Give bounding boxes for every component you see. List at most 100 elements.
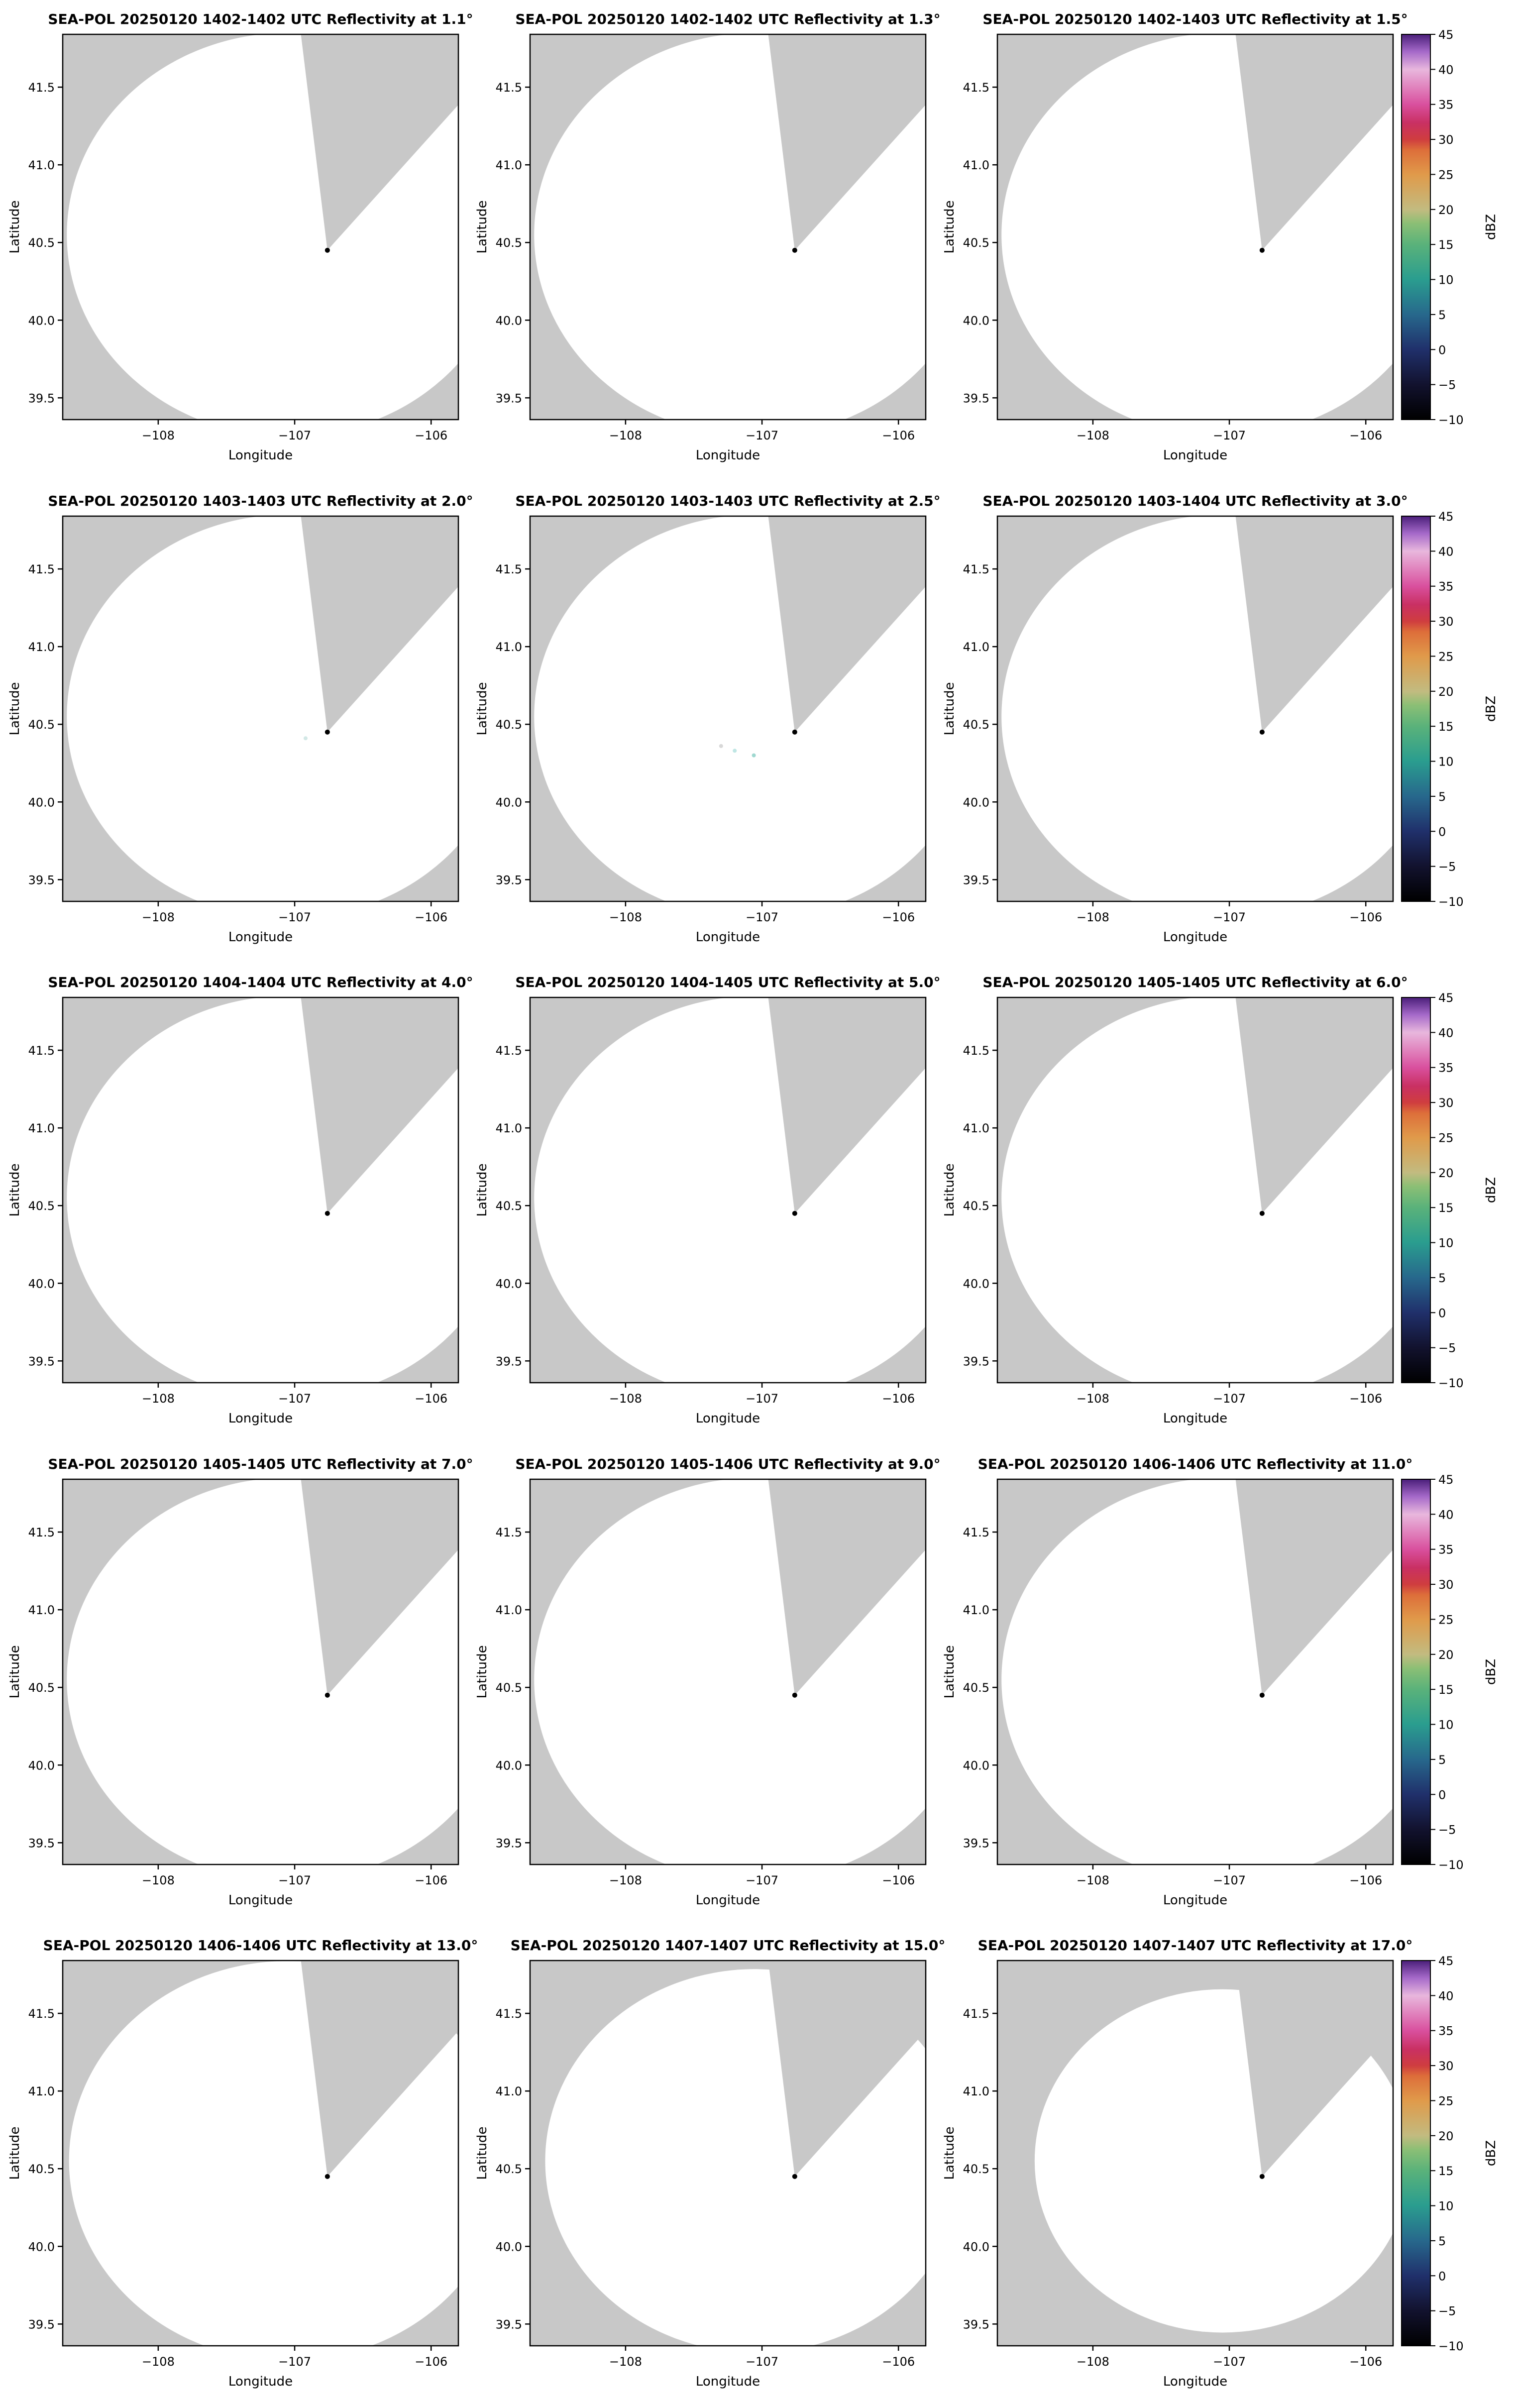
- radar-site-dot: [1259, 1692, 1265, 1698]
- x-tick-label: −106: [415, 2355, 447, 2369]
- plot-frame: [62, 996, 459, 1384]
- x-axis-label: Longitude: [228, 1411, 293, 1426]
- echo-speck: [733, 749, 737, 753]
- colorbar-tick-label: 45: [1438, 1473, 1454, 1487]
- colorbar-tick-label: 10: [1438, 1236, 1454, 1250]
- x-tick-label: −106: [882, 429, 915, 442]
- x-tick-label: −107: [746, 1873, 778, 1887]
- plot-frame: [996, 1478, 1394, 1865]
- colorbar-tick-label: −10: [1438, 1858, 1464, 1872]
- y-tick-label: 41.5: [28, 562, 55, 576]
- panel-title: SEA-POL 20250120 1406-1406 UTC Reflectiv…: [43, 1937, 478, 1954]
- missing-sector-wedge: [1235, 516, 1393, 732]
- y-axis-label: Latitude: [942, 2126, 957, 2180]
- x-axis-label: Longitude: [696, 1893, 760, 1908]
- panel-title: SEA-POL 20250120 1405-1405 UTC Reflectiv…: [48, 1456, 473, 1472]
- x-axis-label: Longitude: [1163, 448, 1227, 463]
- x-tick-label: −107: [278, 1392, 311, 1406]
- colorbar-tick-label: 5: [1438, 2234, 1446, 2248]
- y-tick-label: 39.5: [963, 873, 989, 887]
- plot-frame: [62, 33, 459, 421]
- colorbar-tick-label: 35: [1438, 1543, 1454, 1557]
- colorbar-tick-label: −10: [1438, 895, 1464, 909]
- y-tick-label: 40.5: [28, 1199, 55, 1213]
- plot-frame: [529, 996, 927, 1384]
- colorbar-tick-label: 15: [1438, 1683, 1454, 1697]
- x-tick-label: −107: [278, 429, 311, 442]
- x-tick-label: −107: [746, 429, 778, 442]
- x-tick-label: −107: [746, 1392, 778, 1406]
- radar-site-dot: [325, 729, 330, 735]
- x-tick-label: −106: [882, 2355, 915, 2369]
- plot-frame: [62, 515, 459, 902]
- missing-sector-wedge: [1235, 1479, 1393, 1695]
- colorbar-tick-label: 20: [1438, 685, 1454, 699]
- colorbar-units-label: dBZ: [1484, 1659, 1499, 1685]
- reflectivity-panel-15.0: SEA-POL 20250120 1407-1407 UTC Reflectiv…: [475, 1937, 946, 2389]
- panel-title: SEA-POL 20250120 1405-1405 UTC Reflectiv…: [982, 974, 1408, 990]
- y-axis-label: Latitude: [942, 200, 957, 253]
- x-axis-label: Longitude: [228, 1893, 293, 1908]
- plot-frame: [529, 33, 927, 421]
- y-tick-label: 41.0: [963, 158, 989, 172]
- reflectivity-panel-11.0: SEA-POL 20250120 1406-1406 UTC Reflectiv…: [942, 1456, 1412, 1908]
- x-tick-label: −107: [278, 910, 311, 924]
- colorbar-row-2: 45 40 35 30 25 20 15 10 5 0 −5 −10 dBZ: [1401, 510, 1499, 909]
- colorbar-tick-label: −10: [1438, 1376, 1464, 1390]
- x-axis-label: Longitude: [696, 930, 760, 945]
- y-tick-label: 41.0: [28, 2084, 55, 2098]
- x-tick-label: −108: [1077, 429, 1109, 442]
- echo-speck: [752, 753, 756, 758]
- colorbar-tick-label: 20: [1438, 203, 1454, 217]
- colorbar-tick-label: −5: [1438, 1823, 1456, 1837]
- panel-title: SEA-POL 20250120 1407-1407 UTC Reflectiv…: [511, 1937, 946, 1954]
- missing-sector-wedge: [768, 34, 926, 250]
- plot-frame: [996, 1960, 1394, 2347]
- y-tick-label: 41.5: [496, 81, 522, 95]
- x-tick-label: −108: [609, 1392, 642, 1406]
- colorbar-tick-label: 45: [1438, 991, 1454, 1005]
- y-tick-label: 40.0: [28, 2240, 55, 2254]
- x-axis-label: Longitude: [1163, 1411, 1227, 1426]
- x-tick-label: −107: [278, 1873, 311, 1887]
- y-tick-label: 39.5: [963, 2317, 989, 2331]
- x-axis-label: Longitude: [696, 448, 760, 463]
- missing-sector-wedge: [301, 1961, 458, 2177]
- missing-sector-wedge: [768, 997, 926, 1213]
- y-tick-label: 41.0: [28, 1603, 55, 1617]
- radar-site-dot: [325, 2174, 330, 2179]
- colorbar-tick-label: 10: [1438, 1718, 1454, 1732]
- reflectivity-panel-1.5: SEA-POL 20250120 1402-1403 UTC Reflectiv…: [942, 11, 1408, 463]
- colorbar-units-label: dBZ: [1484, 1177, 1499, 1203]
- reflectivity-panel-3.0: SEA-POL 20250120 1403-1404 UTC Reflectiv…: [942, 493, 1408, 945]
- y-tick-label: 39.5: [963, 391, 989, 405]
- radar-site-dot: [325, 1210, 330, 1216]
- colorbar-tick-label: 15: [1438, 238, 1454, 252]
- y-tick-label: 40.5: [28, 718, 55, 732]
- colorbar-tick-label: 5: [1438, 1753, 1446, 1767]
- x-axis-label: Longitude: [1163, 2374, 1227, 2389]
- colorbar-tick-label: 40: [1438, 545, 1454, 558]
- y-tick-label: 39.5: [28, 873, 55, 887]
- colorbar-gradient-bar: [1401, 1479, 1431, 1865]
- colorbar-gradient-bar: [1401, 1960, 1431, 2346]
- x-axis-label: Longitude: [228, 448, 293, 463]
- panel-title: SEA-POL 20250120 1403-1403 UTC Reflectiv…: [48, 493, 473, 509]
- colorbar-row-1: 45 40 35 30 25 20 15 10 5 0 −5 −10 dBZ: [1401, 28, 1499, 427]
- x-tick-label: −106: [1349, 910, 1382, 924]
- plot-frame: [996, 33, 1394, 421]
- y-tick-label: 39.5: [28, 1836, 55, 1850]
- colorbar-tick-label: 40: [1438, 1989, 1454, 2003]
- colorbar-tick-label: 0: [1438, 825, 1446, 839]
- x-tick-label: −106: [882, 1392, 915, 1406]
- y-tick-label: 41.5: [28, 81, 55, 95]
- colorbar-tick-label: 40: [1438, 1026, 1454, 1040]
- y-tick-label: 41.0: [496, 158, 522, 172]
- colorbar-tick-label: 0: [1438, 1306, 1446, 1320]
- radar-site-dot: [792, 2174, 797, 2179]
- x-tick-label: −108: [609, 2355, 642, 2369]
- y-tick-label: 41.0: [963, 640, 989, 654]
- colorbar-tick-label: 45: [1438, 1954, 1454, 1968]
- y-tick-label: 39.5: [28, 391, 55, 405]
- y-tick-label: 40.0: [963, 795, 989, 809]
